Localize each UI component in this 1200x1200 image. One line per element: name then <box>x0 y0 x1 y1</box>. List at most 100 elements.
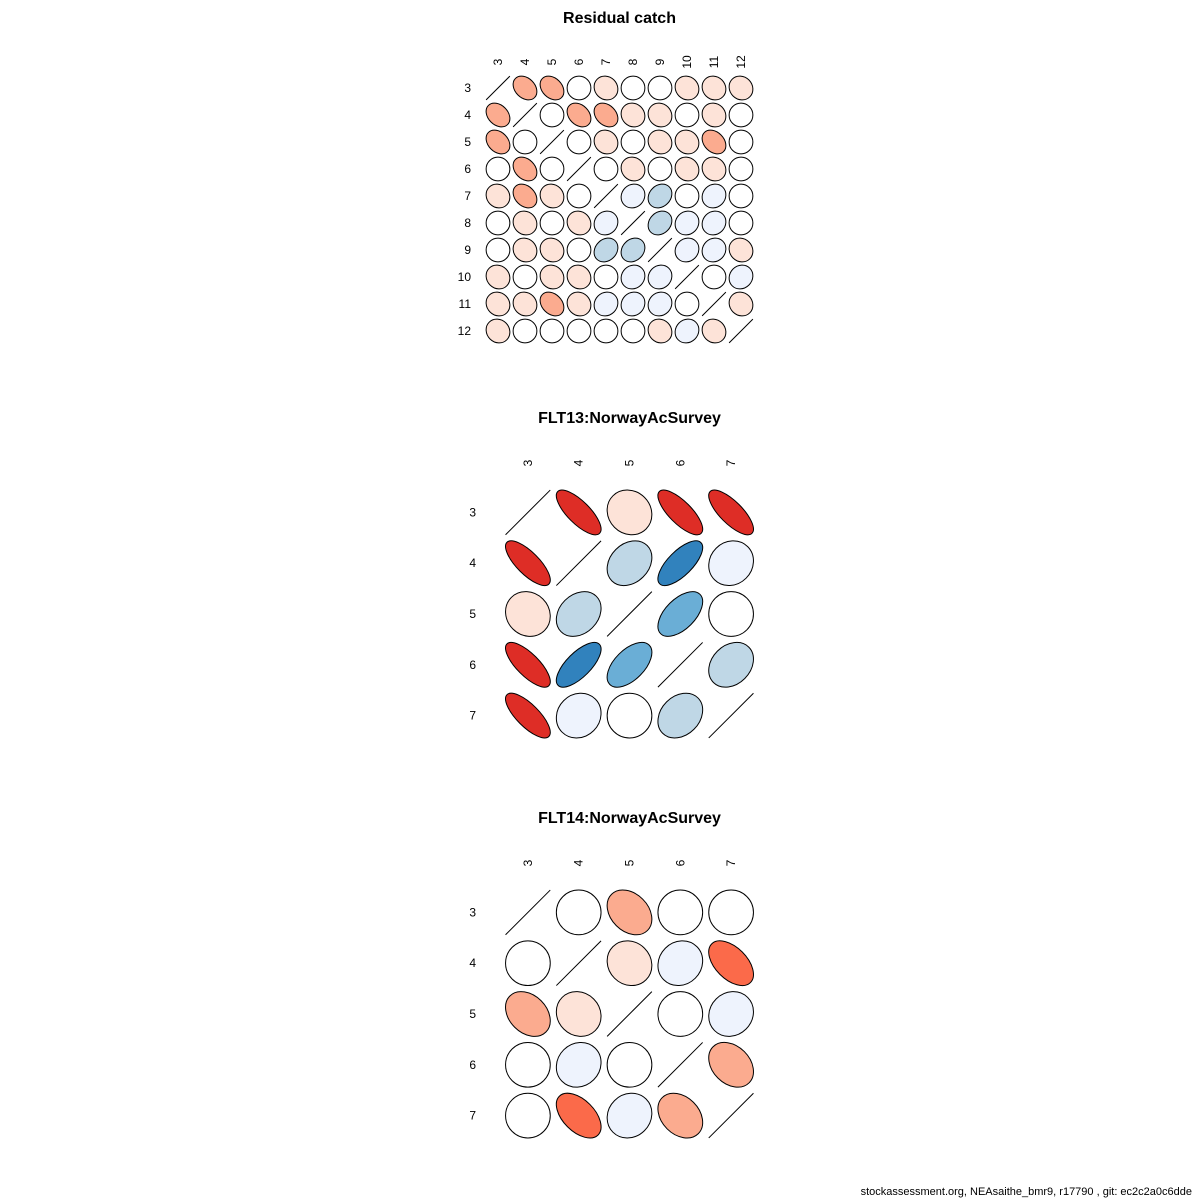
correlation-ellipse <box>647 291 673 317</box>
correlation-ellipse <box>701 102 727 128</box>
diagonal-mark <box>606 591 653 637</box>
row-label: 5 <box>469 607 476 621</box>
correlation-ellipse <box>674 156 700 182</box>
correlation-ellipse <box>485 264 511 290</box>
correlation-ellipse <box>485 156 511 182</box>
correlation-ellipse <box>593 318 619 344</box>
correlation-ellipse <box>620 318 646 344</box>
column-label: 6 <box>673 859 687 866</box>
footer-credit: stockassessment.org, NEAsaithe_bmr9, r17… <box>860 1186 1192 1198</box>
correlation-ellipse <box>728 291 754 317</box>
correlation-ellipse <box>620 237 646 263</box>
correlation-ellipse <box>728 75 754 101</box>
correlation-ellipse <box>539 237 565 263</box>
correlation-ellipse <box>647 210 673 236</box>
correlation-ellipse <box>657 489 704 536</box>
correlation-ellipse <box>539 264 565 290</box>
correlation-ellipse <box>728 156 754 182</box>
correlation-ellipse <box>485 291 511 317</box>
diagonal-mark <box>620 210 646 236</box>
row-label: 9 <box>464 243 471 257</box>
diagonal-mark <box>555 540 602 586</box>
correlation-ellipse <box>620 291 646 317</box>
correlation-ellipse <box>566 318 592 344</box>
correlation-ellipse <box>505 940 551 987</box>
correlation-ellipse <box>539 102 565 128</box>
correlation-ellipse <box>512 183 538 209</box>
correlation-ellipse <box>674 102 700 128</box>
diagonal-mark <box>708 1092 754 1139</box>
correlation-ellipse <box>674 291 700 317</box>
correlation-ellipse <box>505 591 551 637</box>
correlation-ellipse <box>657 991 704 1037</box>
column-label: 4 <box>518 58 532 65</box>
correlation-ellipse <box>620 102 646 128</box>
correlation-ellipse <box>701 129 727 155</box>
row-label: 3 <box>469 505 476 519</box>
correlation-ellipse <box>674 210 700 236</box>
correlation-ellipse <box>657 591 704 637</box>
row-label: 6 <box>464 162 471 176</box>
column-label: 6 <box>572 58 586 65</box>
correlation-panel-2: FLT13:NorwayAcSurvey 3 4 5 6 7 3 4 5 6 7 <box>469 410 754 739</box>
correlation-ellipse <box>485 210 511 236</box>
correlation-ellipse <box>555 1092 602 1139</box>
correlation-ellipse <box>606 692 653 739</box>
correlation-ellipse <box>555 489 602 536</box>
diagonal-mark <box>566 156 592 182</box>
correlation-ellipse <box>555 991 602 1037</box>
correlation-ellipse <box>728 102 754 128</box>
correlation-ellipse <box>701 237 727 263</box>
correlation-ellipse <box>620 156 646 182</box>
column-label: 5 <box>623 459 637 466</box>
correlation-ellipse <box>701 318 727 344</box>
column-label: 8 <box>626 58 640 65</box>
correlation-ellipse <box>505 1041 551 1088</box>
column-label: 4 <box>572 859 586 866</box>
chart-title: Residual catch <box>563 10 676 27</box>
correlation-ellipse <box>539 291 565 317</box>
correlation-ellipse <box>606 540 653 587</box>
correlation-ellipse <box>505 1092 551 1139</box>
correlation-ellipse <box>539 156 565 182</box>
row-label: 3 <box>464 81 471 95</box>
correlation-ellipse <box>701 75 727 101</box>
correlation-ellipse <box>505 991 551 1037</box>
diagonal-mark <box>657 1042 704 1088</box>
correlation-ellipse <box>620 75 646 101</box>
correlation-ellipse <box>539 318 565 344</box>
correlation-ellipse <box>593 102 619 128</box>
diagonal-mark <box>555 940 602 986</box>
correlation-ellipse <box>728 237 754 263</box>
correlation-ellipse <box>593 156 619 182</box>
correlation-ellipse <box>728 183 754 209</box>
correlation-ellipse <box>505 692 551 739</box>
diagonal-mark <box>539 129 565 155</box>
row-label: 5 <box>464 135 471 149</box>
row-label: 6 <box>469 1058 476 1072</box>
correlation-ellipse <box>728 210 754 236</box>
correlation-ellipse <box>647 75 673 101</box>
correlation-ellipse <box>485 318 511 344</box>
correlation-ellipse <box>606 889 653 936</box>
diagonal-mark <box>505 889 551 936</box>
correlation-ellipse <box>620 183 646 209</box>
correlation-ellipse <box>647 264 673 290</box>
correlation-ellipse <box>657 1092 704 1139</box>
correlation-ellipse <box>555 1041 602 1088</box>
row-label: 7 <box>469 709 476 723</box>
row-label: 4 <box>469 556 476 570</box>
correlation-ellipse <box>657 540 704 587</box>
correlation-ellipse <box>647 318 673 344</box>
correlation-ellipse <box>620 264 646 290</box>
correlation-ellipse <box>512 129 538 155</box>
correlation-ellipse <box>674 129 700 155</box>
correlation-ellipse <box>708 591 754 637</box>
correlation-ellipse <box>674 183 700 209</box>
correlation-ellipse <box>728 129 754 155</box>
correlation-ellipse <box>566 291 592 317</box>
correlation-ellipse <box>593 129 619 155</box>
chart-title: FLT13:NorwayAcSurvey <box>538 410 721 427</box>
correlation-ellipse <box>657 692 704 739</box>
correlation-panel-1: Residual catch 3 4 5 6 7 8 9 10 11 12 3 4 5 6 7 8 9 10 11 12 <box>458 10 754 344</box>
